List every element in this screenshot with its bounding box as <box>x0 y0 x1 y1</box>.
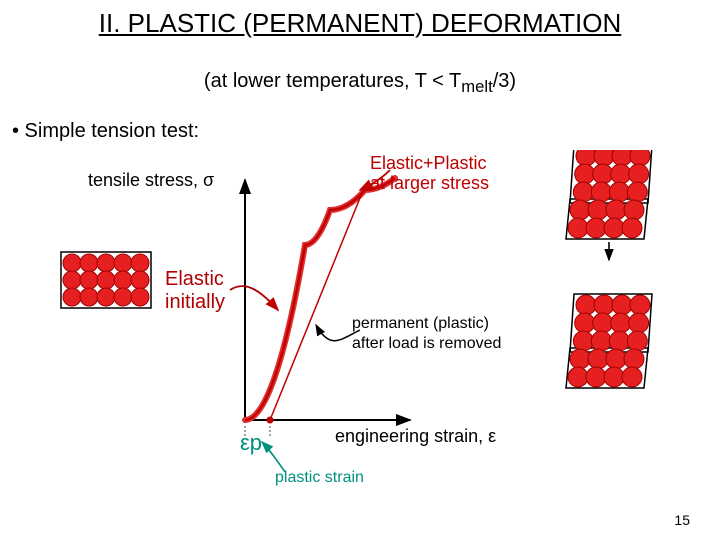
svg-text:tensile stress, σ: tensile stress, σ <box>88 170 214 190</box>
svg-text:plastic strain: plastic strain <box>275 469 364 486</box>
slide-title: II. PLASTIC (PERMANENT) DEFORMATION <box>0 8 720 39</box>
svg-text:at larger stress: at larger stress <box>370 173 489 193</box>
svg-text:Elastic: Elastic <box>165 268 224 290</box>
diagram: tensile stress, σ Elastic+Plasticat large… <box>30 150 690 490</box>
svg-text:permanent (plastic): permanent (plastic) <box>352 315 489 332</box>
svg-text:εp: εp <box>240 430 262 455</box>
svg-text:after load is removed: after load is removed <box>352 335 501 352</box>
subtitle-pre: (at lower temperatures, T < T <box>204 70 461 92</box>
svg-text:engineering strain, ε: engineering strain, ε <box>335 426 496 446</box>
subtitle-sub: melt <box>461 77 492 96</box>
svg-text:Elastic+Plastic: Elastic+Plastic <box>370 153 487 173</box>
svg-text:initially: initially <box>165 291 225 313</box>
subtitle-post: /3) <box>493 70 516 92</box>
bullet-simple-tension: • Simple tension test: <box>12 120 199 143</box>
page-number: 15 <box>674 512 690 528</box>
subtitle: (at lower temperatures, T < Tmelt/3) <box>0 70 720 97</box>
